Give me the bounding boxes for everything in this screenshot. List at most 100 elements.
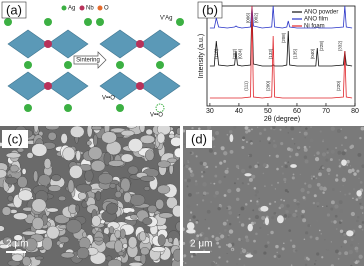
grain [303, 155, 308, 159]
grain [267, 137, 271, 141]
grain [274, 201, 277, 203]
grain [223, 194, 227, 197]
grain [301, 209, 306, 214]
grain [341, 151, 346, 156]
grain [334, 204, 339, 209]
grain [292, 212, 297, 218]
grain [220, 234, 225, 239]
grain [250, 142, 253, 145]
grain [315, 260, 317, 262]
grain [108, 160, 125, 167]
grain [223, 159, 227, 163]
grain [194, 180, 198, 183]
grain [204, 218, 206, 221]
grain [143, 186, 151, 191]
grain [201, 171, 203, 173]
grain [254, 193, 258, 197]
grain [233, 126, 237, 129]
grain [101, 131, 117, 144]
grain [283, 199, 286, 202]
peak-label: (040) [310, 48, 315, 59]
grain [343, 240, 347, 244]
grain [275, 244, 279, 249]
defect-label: V′Ag [160, 16, 172, 22]
grain [312, 175, 316, 178]
x-tick-label: 30 [206, 108, 214, 115]
grain [93, 134, 98, 147]
grain [280, 198, 283, 201]
grain [303, 147, 308, 152]
grain [327, 249, 330, 252]
grain [358, 254, 363, 259]
grain [4, 176, 18, 185]
grain [185, 164, 189, 169]
grain [238, 258, 241, 261]
grain [255, 189, 259, 194]
grain [195, 221, 199, 224]
grain [86, 140, 92, 146]
grain [314, 157, 320, 162]
grain [213, 151, 217, 155]
grain [227, 243, 232, 248]
grain [129, 194, 146, 206]
grain [253, 249, 258, 254]
grain [139, 126, 146, 133]
grain [17, 176, 28, 189]
grain [213, 145, 216, 148]
grain [237, 167, 240, 170]
grain [201, 175, 204, 178]
grain [355, 198, 359, 201]
grain [284, 218, 287, 220]
grain [303, 145, 307, 149]
grain [316, 182, 321, 187]
grain [90, 160, 106, 172]
grain [24, 237, 38, 252]
grain [206, 209, 211, 214]
grain [65, 219, 82, 234]
peak-label: (135) [293, 48, 298, 59]
grain [95, 190, 102, 201]
grain [82, 231, 87, 238]
particle [186, 222, 195, 231]
peak-label: (024) [238, 48, 243, 59]
grain [189, 172, 195, 178]
grain [291, 176, 295, 180]
grain [9, 164, 19, 173]
grain [351, 165, 354, 168]
grain [218, 245, 221, 249]
grain [170, 136, 180, 147]
grain [263, 222, 265, 224]
particle [186, 228, 196, 234]
grain [257, 164, 260, 166]
grain [197, 127, 201, 131]
grain [240, 223, 245, 227]
grain [91, 126, 103, 131]
grain [321, 152, 327, 157]
grain [237, 216, 240, 219]
grain [247, 129, 251, 133]
peak-label: (006) [245, 12, 250, 23]
panel-label: (c) [7, 131, 22, 146]
grain [202, 182, 207, 187]
grain [91, 215, 101, 227]
grain [284, 164, 288, 169]
grain [75, 183, 92, 193]
grain [326, 213, 331, 217]
grain [255, 201, 260, 206]
grain [114, 191, 122, 199]
grain [290, 264, 293, 266]
grain [236, 262, 239, 266]
particle [264, 217, 270, 226]
grain [0, 225, 5, 232]
grain [339, 190, 342, 193]
grain [287, 147, 291, 151]
grain [362, 212, 364, 214]
x-tick-label: 70 [322, 108, 330, 115]
grain [283, 242, 285, 245]
grain [253, 239, 256, 243]
grain [34, 255, 44, 261]
grain [60, 252, 75, 259]
grain [188, 167, 192, 171]
grain [167, 157, 178, 163]
grain [84, 169, 94, 182]
